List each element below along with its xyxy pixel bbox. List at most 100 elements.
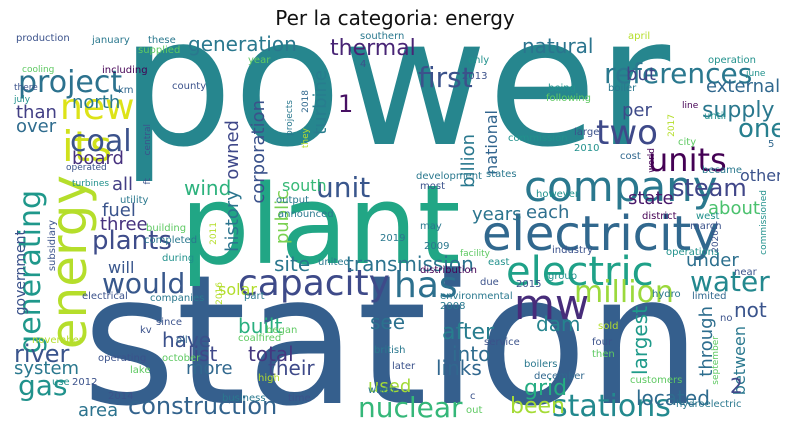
cloud-word: system (14, 358, 80, 379)
cloud-word: boilers (524, 359, 558, 370)
cloud-word: area (78, 400, 119, 420)
cloud-word: c (470, 391, 476, 402)
cloud-word: external (706, 76, 780, 97)
cloud-word: kv (140, 325, 152, 336)
cloud-word: gas (18, 369, 68, 402)
cloud-word: links (436, 356, 482, 380)
cloud-word: they (301, 128, 311, 149)
cloud-word: no (720, 313, 733, 324)
cloud-word: three (100, 214, 148, 235)
cloud-word: national (482, 110, 501, 175)
cloud-word: boiler (608, 83, 637, 94)
cloud-word: north (72, 92, 121, 113)
cloud-word: completed (144, 235, 198, 246)
cloud-word: would (102, 267, 186, 300)
cloud-word: most (420, 181, 445, 192)
cloud-word: new (60, 87, 135, 128)
cloud-word: million (574, 275, 674, 310)
cloud-word: transmission (346, 252, 474, 276)
cloud-word: four (592, 337, 613, 348)
cloud-word: largest (628, 306, 652, 375)
cloud-word: government (13, 230, 29, 316)
cloud-word: high (258, 373, 280, 384)
cloud-word: operated (66, 163, 107, 173)
cloud-word: april (628, 31, 651, 42)
cloud-word: large (574, 127, 600, 138)
cloud-word: into (452, 342, 491, 366)
cloud-word: not (734, 298, 767, 322)
cloud-word: out (466, 405, 483, 416)
cloud-word: september (711, 336, 721, 385)
cloud-word: operating (98, 353, 147, 364)
cloud-word: coalfired (238, 333, 282, 344)
cloud-word: supply (702, 98, 775, 123)
cloud-word: southern (360, 31, 405, 42)
cloud-word: will (108, 258, 135, 277)
cloud-word: development (416, 171, 482, 182)
cloud-word: january (92, 35, 130, 46)
cloud-word: 5 (768, 139, 775, 150)
cloud-word: construction (128, 392, 278, 420)
cloud-word: under (686, 250, 739, 271)
cloud-word: commission (508, 133, 568, 144)
cloud-word: board (72, 148, 124, 169)
cloud-word: there (14, 83, 38, 93)
cloud-word: west (696, 211, 720, 222)
cloud-word: built (238, 314, 283, 338)
cloud-word: lake (130, 365, 151, 376)
cloud-word: environmental (440, 291, 513, 302)
cloud-word: due (480, 277, 499, 288)
cloud-word: each (526, 202, 570, 223)
cloud-word: steam (672, 174, 747, 202)
cloud-word: october (162, 353, 201, 364)
cloud-word: units (648, 141, 727, 179)
cloud-word: km (118, 85, 134, 96)
cloud-word: references (604, 57, 753, 90)
cloud-word: projects (285, 100, 295, 136)
cloud-word: two (596, 113, 658, 153)
cloud-word: district (642, 211, 677, 222)
cloud-word: 4 (360, 59, 367, 70)
cloud-word: following (546, 93, 591, 104)
cloud-word: announced (278, 209, 334, 220)
cloud-word: until (704, 111, 727, 122)
cloud-word: used (368, 376, 412, 397)
cloud-word: may (420, 221, 442, 232)
cloud-word: over (16, 116, 57, 137)
cloud-word: but (626, 64, 656, 85)
cloud-word: county (172, 81, 207, 92)
cloud-word: state (628, 188, 674, 209)
cloud-word: been (510, 394, 565, 419)
cloud-word: turbine (310, 70, 331, 135)
cloud-word: capacity (238, 263, 390, 304)
cloud-word: hydroelectric (676, 399, 742, 410)
cloud-word: use (52, 377, 70, 388)
cloud-word: june (746, 69, 766, 79)
cloud-word: nuclear (358, 391, 463, 421)
cloud-word: states (486, 169, 517, 180)
cloud-word: distribution (420, 265, 477, 276)
cloud-word: more (186, 358, 233, 379)
cloud-word: began (266, 325, 298, 336)
cloud-word: natural (522, 34, 594, 58)
cloud-word: british (374, 345, 406, 356)
cloud-word: history (222, 190, 243, 252)
cloud-word: customers (630, 375, 683, 386)
cloud-word: only (468, 55, 490, 66)
cloud-word: time (288, 393, 311, 404)
cloud-word: east (488, 257, 510, 268)
cloud-word: 2014 (108, 391, 134, 402)
cloud-word: facility (460, 249, 490, 259)
cloud-word: companies (150, 293, 205, 304)
cloud-word: total (248, 342, 294, 366)
cloud-word: 2011 (209, 222, 219, 245)
cloud-word: production (16, 33, 70, 44)
cloud-word: 2013 (462, 71, 488, 82)
cloud-word: operation (708, 55, 757, 66)
cloud-word: south (282, 176, 327, 195)
cloud-word: march (690, 221, 722, 232)
cloud-word: 1 (338, 90, 354, 118)
cloud-word: subsidiary (47, 220, 58, 272)
cloud-word: 2012 (72, 377, 98, 388)
cloud-word: water (690, 265, 770, 298)
